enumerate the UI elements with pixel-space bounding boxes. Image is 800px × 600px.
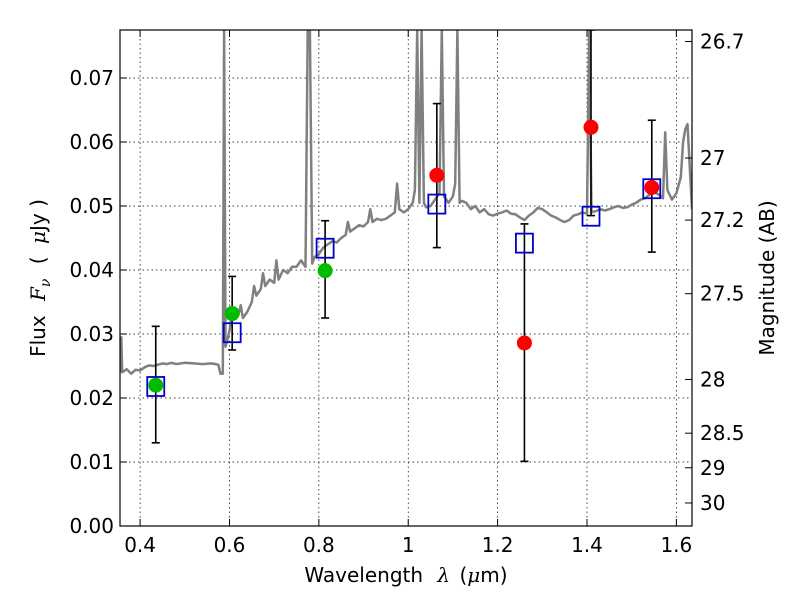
- grid: [120, 30, 692, 527]
- y-tick-label: 0.02: [69, 386, 114, 410]
- photometry-point: [516, 335, 532, 351]
- y-tick-label: 0.04: [69, 258, 114, 282]
- model-photometry-square: [315, 237, 335, 259]
- x-axis-label: Wavelength λ (μm): [304, 563, 507, 587]
- model-photometry-square: [222, 322, 242, 344]
- y2-axis-label: Magnitude (AB): [755, 200, 779, 355]
- plot-frame: [119, 29, 693, 527]
- x-tick-label: 0.6: [214, 533, 246, 557]
- model-photometry-square: [146, 376, 166, 397]
- detection-point: [224, 306, 240, 322]
- photometry-point: [429, 167, 445, 183]
- x-tick-label: 1.6: [660, 533, 692, 557]
- photometry-point: [583, 119, 599, 135]
- photometry-point: [644, 179, 660, 195]
- x-tick-label: 0.4: [124, 533, 156, 557]
- y2-tick-label: 26.7: [700, 30, 745, 54]
- model-photometry-square: [581, 205, 601, 227]
- y-tick-label: 0.00: [69, 514, 114, 538]
- y-tick-label: 0.01: [69, 450, 114, 474]
- y-tick-label: 0.07: [69, 66, 114, 90]
- y2-tick-label: 28.5: [700, 421, 745, 445]
- model-spectrum-line: [120, 30, 692, 375]
- axis-labels: Wavelength λ (μm) Flux Fν ( μJy ) Magnit…: [26, 199, 779, 587]
- y-axis-label: Flux Fν ( μJy ): [26, 199, 55, 357]
- y-tick-label: 0.06: [69, 130, 114, 154]
- x-tick-label: 1.4: [571, 533, 603, 557]
- model-photometry-square: [515, 232, 534, 254]
- model-photometry-square: [427, 193, 447, 215]
- y2-tick-label: 27.2: [700, 208, 745, 232]
- axis-ticks: 0.4 0.6 0.8 1 1.2 1.4 1.6 0.00 0.01 0.02 0.03 0.04 0…: [69, 30, 744, 557]
- plot-area: [120, 30, 692, 463]
- x-tick-label: 0.8: [303, 533, 335, 557]
- y2-tick-label: 29: [700, 456, 725, 480]
- detection-point: [317, 263, 333, 279]
- x-tick-label: 1.2: [482, 533, 514, 557]
- x-tick-label: 1: [402, 533, 415, 557]
- y2-tick-label: 27.5: [700, 282, 745, 306]
- y-tick-label: 0.03: [69, 322, 114, 346]
- detection-point: [148, 377, 164, 393]
- y-tick-label: 0.05: [69, 194, 114, 218]
- y2-tick-label: 30: [700, 491, 725, 515]
- y2-tick-label: 28: [700, 367, 725, 391]
- y2-tick-label: 27: [700, 146, 725, 170]
- model-photometry-square: [642, 178, 662, 200]
